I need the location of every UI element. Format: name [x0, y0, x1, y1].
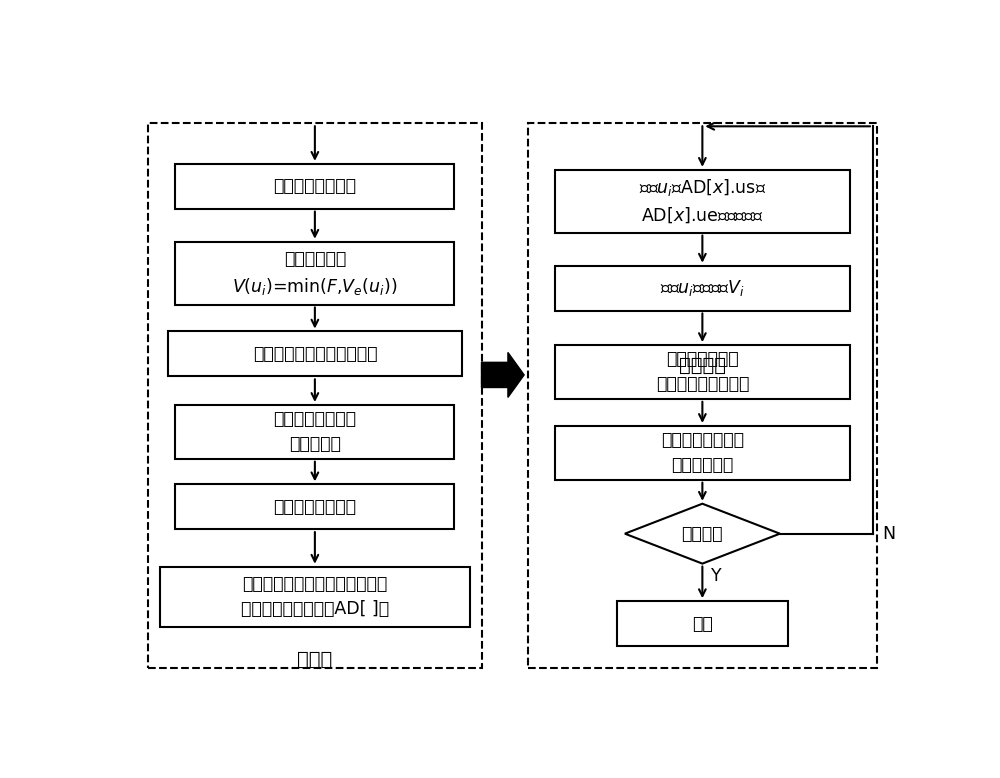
- Text: 数据点进行归一化: 数据点进行归一化: [273, 177, 356, 195]
- Polygon shape: [482, 352, 524, 398]
- Text: 计算$u_i$处的速度$V_i$: 计算$u_i$处的速度$V_i$: [660, 278, 745, 298]
- FancyBboxPatch shape: [555, 265, 850, 310]
- Text: 记录插补路径、减速点信息: 记录插补路径、减速点信息: [253, 345, 377, 363]
- FancyBboxPatch shape: [175, 242, 454, 304]
- Bar: [148, 124, 482, 668]
- Text: 牛顿迭代，并计算
下一个插补点: 牛顿迭代，并计算 下一个插补点: [661, 431, 744, 475]
- FancyBboxPatch shape: [168, 331, 462, 377]
- FancyBboxPatch shape: [175, 484, 454, 529]
- FancyBboxPatch shape: [555, 170, 850, 233]
- FancyBboxPatch shape: [160, 566, 470, 626]
- Text: 到达终点: 到达终点: [682, 524, 723, 543]
- Text: Y: Y: [711, 566, 722, 584]
- FancyBboxPatch shape: [175, 163, 454, 209]
- FancyBboxPatch shape: [175, 405, 454, 459]
- Text: 实时插补: 实时插补: [679, 356, 726, 376]
- FancyBboxPatch shape: [555, 345, 850, 399]
- Text: 确定进给速度
$V$($u_i$)=min($F$,$V_e$($u_i$)): 确定进给速度 $V$($u_i$)=min($F$,$V_e$($u_i$)): [232, 250, 398, 296]
- FancyBboxPatch shape: [617, 601, 788, 646]
- Text: 计算每段速度方程: 计算每段速度方程: [273, 498, 356, 516]
- Text: 预处理: 预处理: [297, 650, 332, 669]
- Text: N: N: [882, 524, 895, 543]
- Text: 计算最大的加速度
和加加速度: 计算最大的加速度 和加加速度: [273, 410, 356, 454]
- Text: 用一阶泰勒展开
法计算插补参数初值: 用一阶泰勒展开 法计算插补参数初值: [656, 350, 749, 394]
- Text: 结束: 结束: [692, 615, 713, 633]
- Text: 计算实时插补时减速始末参数，
并保存到加减速数组AD[ ]中: 计算实时插补时减速始末参数， 并保存到加减速数组AD[ ]中: [241, 575, 389, 618]
- Polygon shape: [625, 503, 780, 563]
- Bar: [528, 124, 877, 668]
- FancyBboxPatch shape: [555, 426, 850, 480]
- Text: 比较$u_i$和AD[$x$].us、
AD[$x$].ue的大小关系: 比较$u_i$和AD[$x$].us、 AD[$x$].ue的大小关系: [639, 177, 766, 226]
